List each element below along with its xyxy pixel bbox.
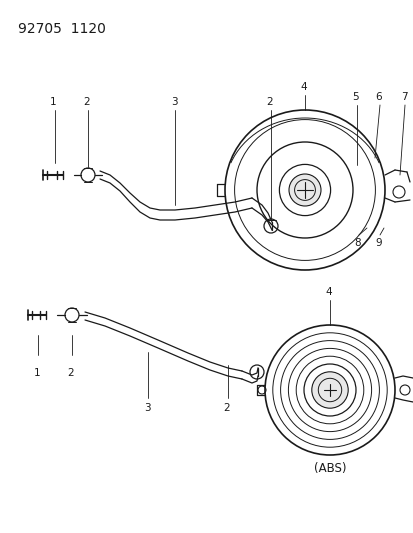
Text: 8: 8 — [354, 238, 361, 248]
Text: 3: 3 — [143, 403, 150, 413]
Text: 5: 5 — [352, 92, 358, 102]
Text: 4: 4 — [325, 287, 332, 297]
Text: 92705  1120: 92705 1120 — [18, 22, 106, 36]
Text: 3: 3 — [170, 97, 177, 107]
Circle shape — [311, 372, 347, 408]
Text: 4: 4 — [300, 82, 306, 92]
Circle shape — [288, 174, 320, 206]
Text: 2: 2 — [67, 368, 74, 378]
Text: 2: 2 — [266, 97, 273, 107]
Text: (ABS): (ABS) — [313, 462, 345, 475]
Text: 2: 2 — [223, 403, 230, 413]
Text: 2: 2 — [83, 97, 90, 107]
Text: 9: 9 — [375, 238, 381, 248]
Text: 7: 7 — [400, 92, 406, 102]
Text: 1: 1 — [33, 368, 40, 378]
Text: 1: 1 — [50, 97, 56, 107]
Text: 6: 6 — [375, 92, 381, 102]
